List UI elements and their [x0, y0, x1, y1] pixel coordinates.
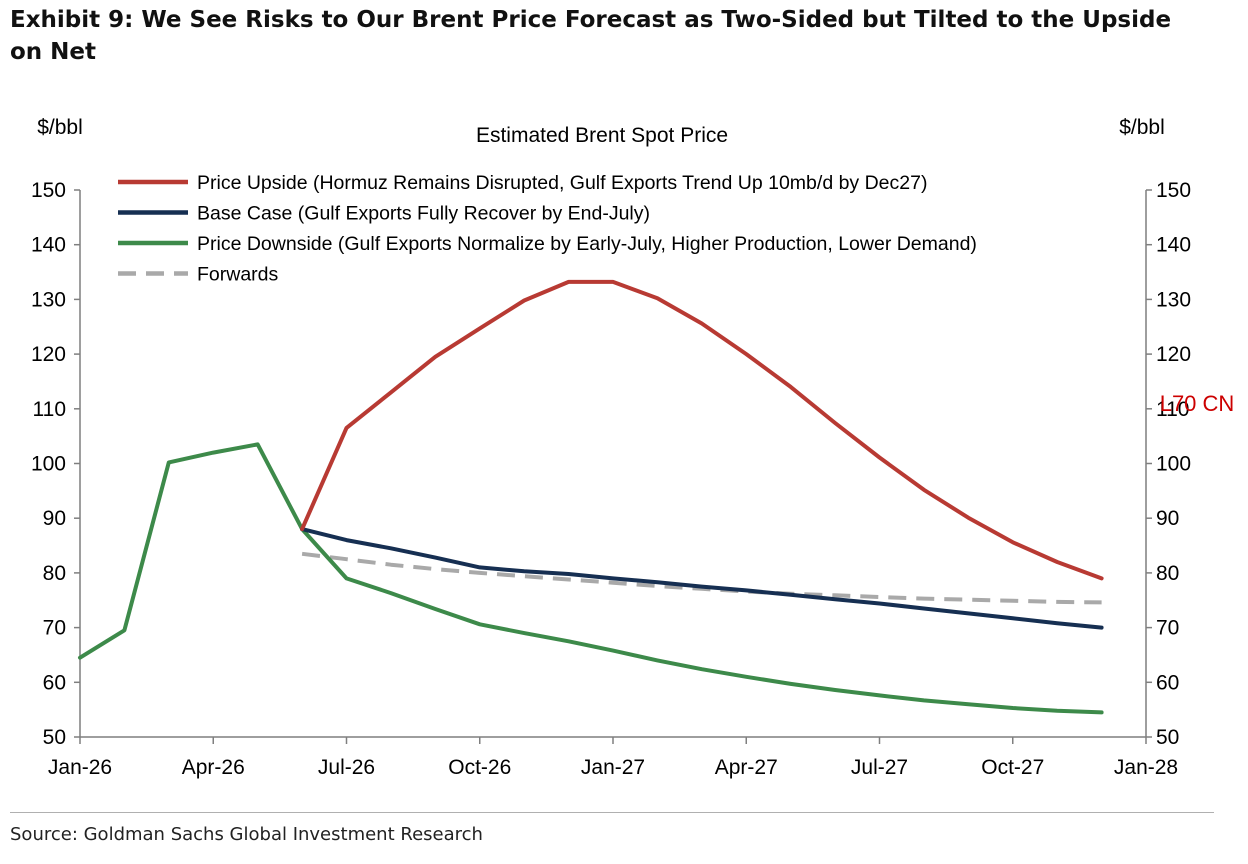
y-tick-label-left: 50 [43, 726, 66, 749]
y-tick-label-left: 60 [43, 671, 66, 694]
y-tick-label-left: 70 [43, 617, 66, 640]
axes: 50 50 60 60 70 70 80 80 90 90 100 100 110 110 120 120 13… [31, 179, 1191, 779]
legend: Price Upside (Hormuz Remains Disrupted, … [118, 172, 977, 286]
y-tick-label-left: 150 [31, 179, 66, 202]
series-line-2 [78, 442, 1104, 715]
y-tick-label-left: 110 [33, 398, 66, 421]
y-tick-label-right: 50 [1156, 726, 1179, 749]
y-tick-label-left: 90 [43, 507, 66, 530]
annotation-label: L70 CN [1160, 391, 1235, 416]
chart-title: Estimated Brent Spot Price [476, 124, 728, 147]
y-axis-label-left: $/bbl [37, 116, 83, 139]
source-note: Source: Goldman Sachs Global Investment … [10, 824, 483, 845]
y-tick-label-right: 100 [1156, 453, 1191, 476]
y-tick-label-right: 110 [1156, 398, 1189, 421]
legend-label-3: Forwards [197, 264, 279, 286]
exhibit-title: Exhibit 9: We See Risks to Our Brent Pri… [10, 7, 1172, 65]
y-tick-label-left: 140 [31, 234, 66, 257]
x-tick-label: Jan-27 [581, 756, 645, 779]
y-tick-label-right: 70 [1156, 617, 1179, 640]
series-line-0 [300, 279, 1104, 581]
y-tick-label-left: 130 [31, 288, 66, 311]
legend-label-2: Price Downside (Gulf Exports Normalize b… [197, 233, 977, 255]
y-axis-label-right: $/bbl [1119, 116, 1165, 139]
x-tick-label: Oct-26 [448, 756, 511, 779]
series-lines [78, 279, 1104, 715]
y-tick-label-right: 130 [1156, 288, 1191, 311]
brent-price-chart: Estimated Brent Spot Price $/bbl $/bbl 5… [31, 116, 1235, 779]
x-tick-label: Oct-27 [981, 756, 1044, 779]
footer-divider [10, 812, 1214, 813]
series-line-1 [300, 527, 1104, 630]
y-tick-label-right: 150 [1156, 179, 1191, 202]
legend-label-0: Price Upside (Hormuz Remains Disrupted, … [197, 172, 927, 194]
legend-label-1: Base Case (Gulf Exports Fully Recover by… [197, 203, 650, 225]
x-tick-label: Apr-26 [182, 756, 245, 779]
y-tick-label-left: 80 [43, 562, 66, 585]
y-tick-label-left: 100 [31, 453, 66, 476]
x-tick-label: Jan-28 [1114, 756, 1178, 779]
x-tick-label: Jul-27 [851, 756, 908, 779]
y-tick-label-right: 60 [1156, 671, 1179, 694]
series-line-3 [301, 551, 1102, 605]
y-tick-label-left: 120 [31, 343, 66, 366]
x-tick-label: Jan-26 [48, 756, 112, 779]
x-tick-label: Apr-27 [715, 756, 778, 779]
y-tick-label-right: 120 [1156, 343, 1191, 366]
y-tick-label-right: 90 [1156, 507, 1179, 530]
y-tick-label-right: 80 [1156, 562, 1179, 585]
y-tick-label-right: 140 [1156, 234, 1191, 257]
x-tick-label: Jul-26 [318, 756, 375, 779]
